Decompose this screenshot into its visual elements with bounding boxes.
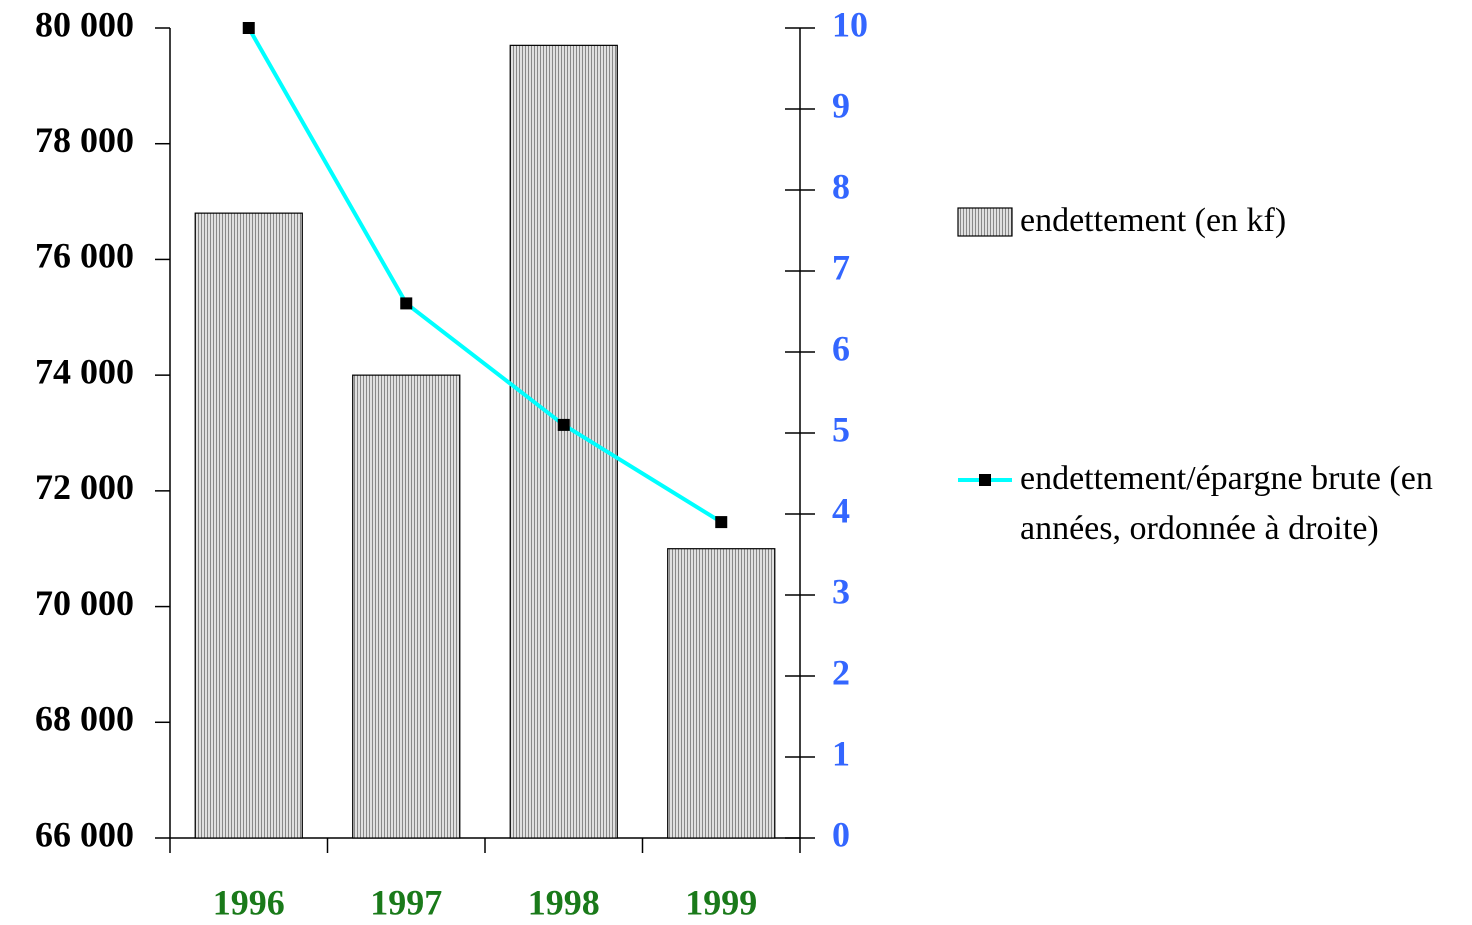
x-tick-label: 1999 <box>685 882 757 922</box>
y-tick-label: 74 000 <box>35 351 134 391</box>
y2-tick-label: 1 <box>832 733 850 773</box>
bar <box>352 374 461 839</box>
y-tick-label: 78 000 <box>35 120 134 160</box>
legend-label: endettement (en kf) <box>1020 202 1287 239</box>
marker <box>715 516 728 529</box>
y2-tick-label: 7 <box>832 247 850 287</box>
legend-label: endettement/épargne brute (en années, or… <box>1020 460 1433 547</box>
y2-tick-label: 2 <box>832 652 850 692</box>
line <box>247 27 723 524</box>
y2-tick-label: 3 <box>832 571 850 611</box>
x-tick-label: 1998 <box>528 882 600 922</box>
legend-swatch <box>957 207 1013 237</box>
y2-tick-label: 9 <box>832 85 850 125</box>
legend-marker <box>979 474 991 486</box>
x-tick-label: 1996 <box>213 882 285 922</box>
y-tick-label: 76 000 <box>35 236 134 276</box>
y2-tick-label: 0 <box>832 814 850 854</box>
y2-tick-label: 6 <box>832 328 850 368</box>
marker <box>400 297 413 310</box>
y2-tick-label: 8 <box>832 166 850 206</box>
y2-tick-label: 10 <box>832 4 868 44</box>
y2-tick-label: 5 <box>832 409 850 449</box>
y-tick-label: 68 000 <box>35 699 134 739</box>
bar <box>194 212 303 839</box>
y-tick-label: 80 000 <box>35 4 134 44</box>
x-tick-label: 1997 <box>370 882 442 922</box>
y-tick-label: 70 000 <box>35 583 134 623</box>
marker <box>557 418 570 431</box>
y2-tick-label: 4 <box>832 490 850 530</box>
marker <box>242 22 255 34</box>
bar <box>667 548 776 839</box>
bar <box>509 44 618 839</box>
y-tick-label: 66 000 <box>35 814 134 854</box>
y-tick-label: 72 000 <box>35 467 134 507</box>
